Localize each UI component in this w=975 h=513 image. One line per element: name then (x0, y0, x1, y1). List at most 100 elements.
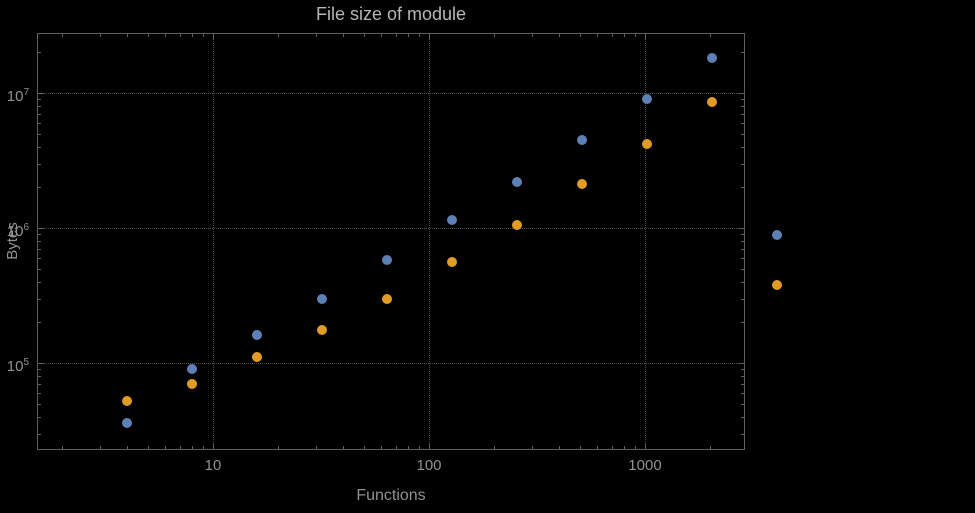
y-minor-tick (38, 369, 41, 371)
x-tick-label: 100 (416, 457, 442, 474)
x-minor-tick (494, 34, 496, 37)
y-major-tick (38, 363, 44, 365)
y-minor-tick (741, 383, 744, 385)
x-minor-tick (579, 34, 581, 37)
x-minor-tick (710, 446, 712, 449)
x-minor-tick (532, 446, 534, 449)
data-point-blue-series (512, 176, 523, 187)
y-minor-tick (38, 52, 41, 54)
y-minor-tick (741, 322, 744, 324)
data-point-blue-series (187, 364, 198, 375)
y-major-tick (738, 227, 744, 229)
data-point-orange-series (252, 352, 263, 363)
x-minor-tick (127, 446, 129, 449)
y-minor-tick (741, 257, 744, 259)
x-major-tick (429, 34, 430, 40)
x-minor-tick (278, 34, 280, 37)
y-minor-tick (38, 281, 41, 283)
y-minor-tick (38, 163, 41, 165)
x-minor-tick (148, 34, 149, 37)
y-minor-tick (38, 248, 41, 250)
y-minor-tick (38, 113, 41, 115)
data-point-blue-series (317, 293, 328, 304)
y-major-tick (38, 227, 44, 229)
x-minor-tick (532, 34, 534, 37)
y-minor-tick (741, 248, 744, 250)
y-minor-tick (741, 133, 744, 135)
x-minor-tick (179, 34, 181, 37)
x-minor-tick (579, 446, 581, 449)
y-tick-exponent: 6 (23, 221, 29, 233)
x-minor-tick (559, 34, 561, 37)
y-minor-tick (38, 234, 41, 236)
x-minor-tick (62, 446, 64, 449)
y-minor-tick (38, 433, 41, 435)
x-minor-tick (381, 34, 383, 37)
y-minor-tick (741, 99, 744, 101)
y-tick-exponent: 7 (23, 86, 29, 98)
x-minor-tick (363, 34, 365, 37)
x-major-tick (644, 443, 646, 449)
y-minor-tick (741, 376, 744, 378)
x-minor-tick (635, 446, 637, 449)
data-point-orange-series (577, 179, 588, 190)
y-minor-tick (741, 392, 744, 394)
x-axis-label: Functions (356, 487, 426, 504)
x-minor-tick (494, 446, 496, 449)
y-minor-tick (38, 106, 41, 108)
y-minor-tick (741, 106, 744, 108)
data-point-orange-series (382, 293, 393, 304)
y-minor-tick (38, 187, 41, 189)
x-minor-tick (148, 446, 149, 449)
x-minor-tick (316, 34, 318, 37)
x-gridline (644, 33, 646, 450)
x-minor-tick (203, 34, 205, 37)
data-point-blue-series (577, 134, 588, 145)
y-major-tick (738, 363, 744, 365)
x-tick-label: 10 (204, 457, 222, 474)
y-minor-tick (741, 416, 744, 418)
y-minor-tick (38, 122, 41, 124)
x-major-tick (644, 34, 646, 40)
y-major-tick (738, 92, 744, 94)
y-tick-label: 107 (0, 83, 29, 105)
x-minor-tick (597, 446, 599, 449)
x-tick-label: 1000 (628, 457, 662, 474)
x-minor-tick (203, 446, 205, 449)
y-gridline (37, 92, 745, 94)
y-tick-label: 105 (0, 353, 29, 375)
data-point-orange-series (447, 257, 458, 267)
x-minor-tick (395, 446, 397, 449)
data-point-blue-series (382, 254, 393, 265)
x-major-tick (429, 443, 430, 449)
data-point-blue-series (772, 230, 783, 241)
y-minor-tick (38, 403, 41, 405)
y-minor-tick (741, 403, 744, 405)
y-major-tick (38, 92, 44, 94)
x-gridline (213, 33, 215, 450)
y-minor-tick (38, 298, 41, 300)
x-minor-tick (179, 446, 181, 449)
y-minor-tick (741, 298, 744, 300)
x-minor-tick (624, 34, 626, 37)
y-minor-tick (741, 113, 744, 115)
x-minor-tick (611, 446, 613, 449)
x-major-tick (213, 34, 215, 40)
x-minor-tick (316, 446, 318, 449)
y-minor-tick (38, 146, 41, 148)
x-minor-tick (100, 34, 102, 37)
y-minor-tick (38, 257, 41, 259)
y-minor-tick (38, 322, 41, 324)
data-point-orange-series (122, 396, 133, 407)
y-axis-label: Bytes (4, 222, 21, 260)
y-minor-tick (38, 416, 41, 418)
x-minor-tick (611, 34, 613, 37)
x-minor-tick (395, 34, 397, 37)
x-minor-tick (381, 446, 383, 449)
x-minor-tick (127, 34, 129, 37)
x-minor-tick (165, 34, 167, 37)
y-minor-tick (741, 122, 744, 124)
y-gridline (37, 227, 745, 229)
y-minor-tick (741, 234, 744, 236)
x-minor-tick (363, 446, 365, 449)
